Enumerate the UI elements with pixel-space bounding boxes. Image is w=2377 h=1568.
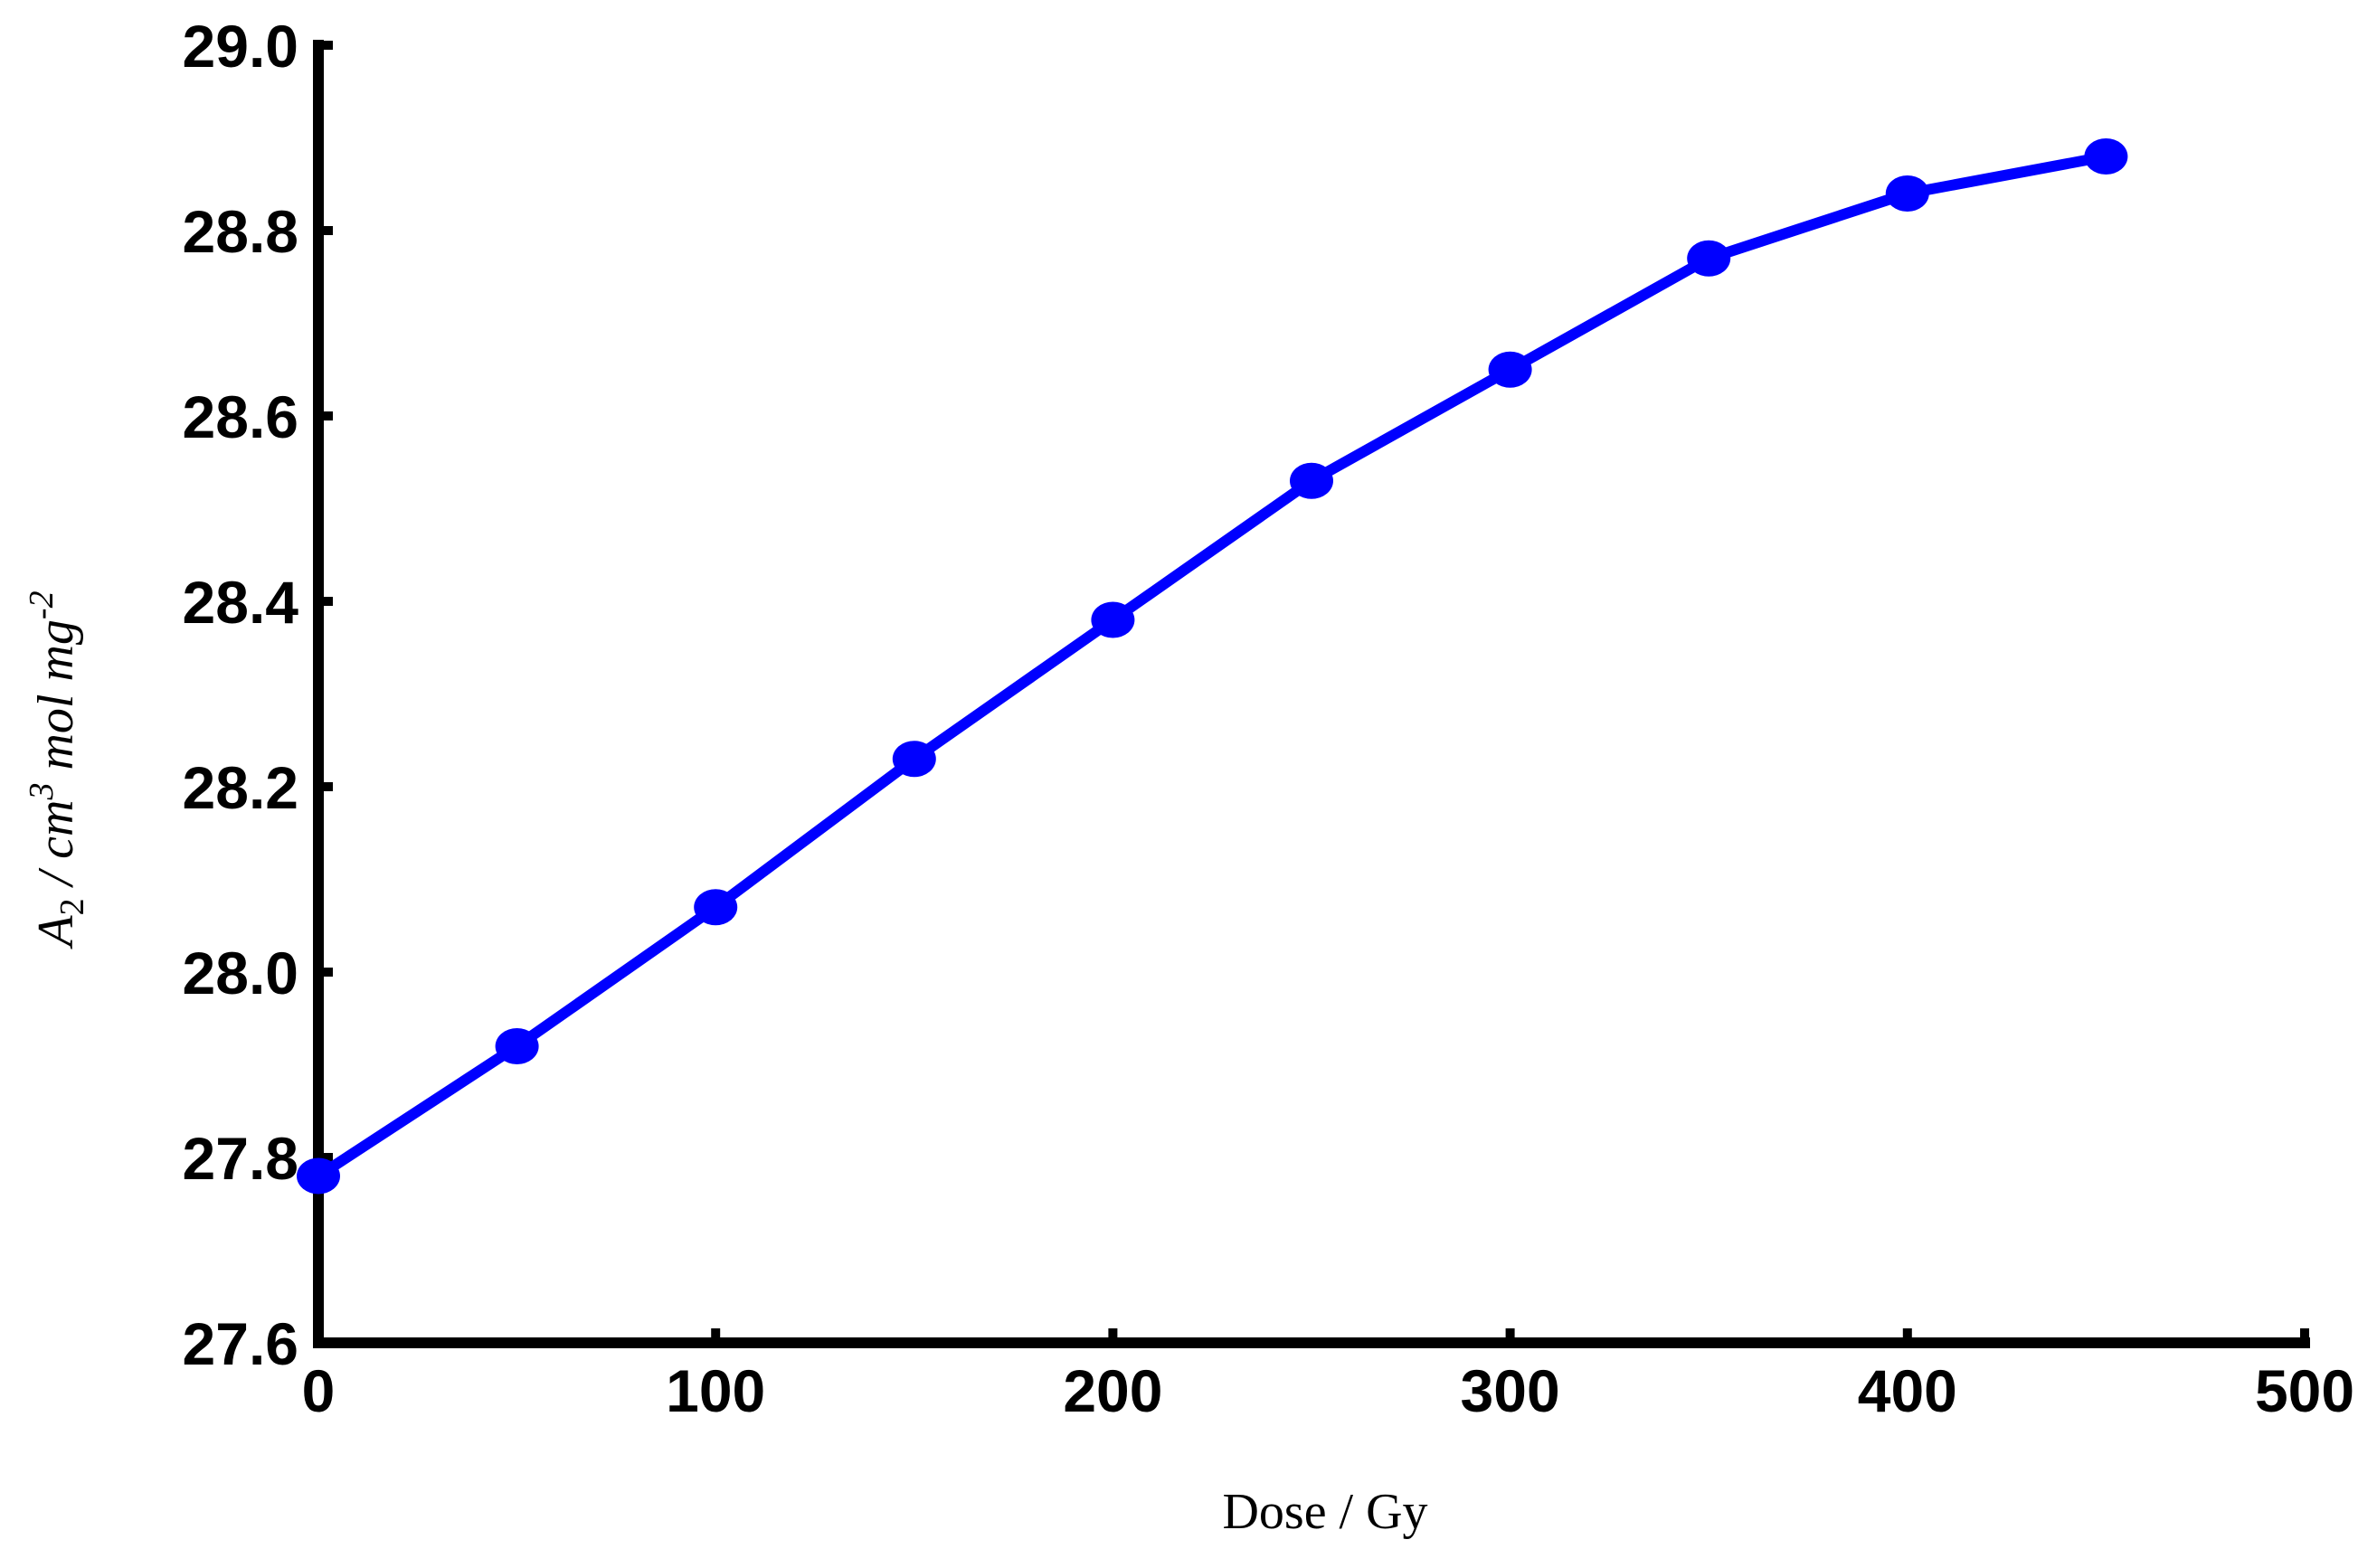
data-point (892, 741, 936, 778)
x-tick-label: 500 (2255, 1357, 2354, 1424)
x-tick-label: 0 (302, 1357, 336, 1424)
x-tick-label: 100 (666, 1357, 765, 1424)
x-tick-label: 400 (1858, 1357, 1957, 1424)
y-title-sup: -2 (23, 590, 61, 619)
y-tick-label: 28.6 (183, 383, 298, 450)
y-title-part: / cm (28, 800, 84, 899)
plot-area: 27.6 27.8 28.0 28.2 28.4 28.6 28.8 29.0 0 100 200 3… (183, 13, 2355, 1424)
series-line (315, 151, 2107, 1181)
y-title-part: A (28, 915, 84, 950)
y-tick-label: 28.8 (183, 198, 298, 265)
y-tick-label: 29.0 (183, 13, 298, 80)
y-title-sup: 3 (23, 783, 61, 801)
y-tick-label: 27.6 (183, 1310, 298, 1377)
data-point (694, 889, 738, 926)
data-point (1488, 351, 1532, 388)
y-title-sub: 2 (53, 898, 91, 915)
data-point (495, 1028, 539, 1064)
y-tick-label: 28.4 (183, 569, 299, 636)
data-point (1885, 175, 1929, 212)
y-title-part: mol mg (28, 619, 84, 782)
y-tick-label: 27.8 (183, 1125, 298, 1192)
x-tick-label: 200 (1063, 1357, 1162, 1424)
data-point (1687, 240, 1731, 277)
data-point (2084, 138, 2128, 175)
x-tick-label: 300 (1461, 1357, 1560, 1424)
data-point (1091, 601, 1135, 638)
y-axis-title: A2 / cm3 mol mg-2 (23, 590, 91, 949)
x-axis-title: Dose / Gy (1222, 1484, 1427, 1540)
data-point (297, 1157, 340, 1195)
data-point (1290, 462, 1333, 499)
y-tick-label: 28.2 (183, 754, 298, 821)
y-tick-label: 28.0 (183, 940, 298, 1006)
